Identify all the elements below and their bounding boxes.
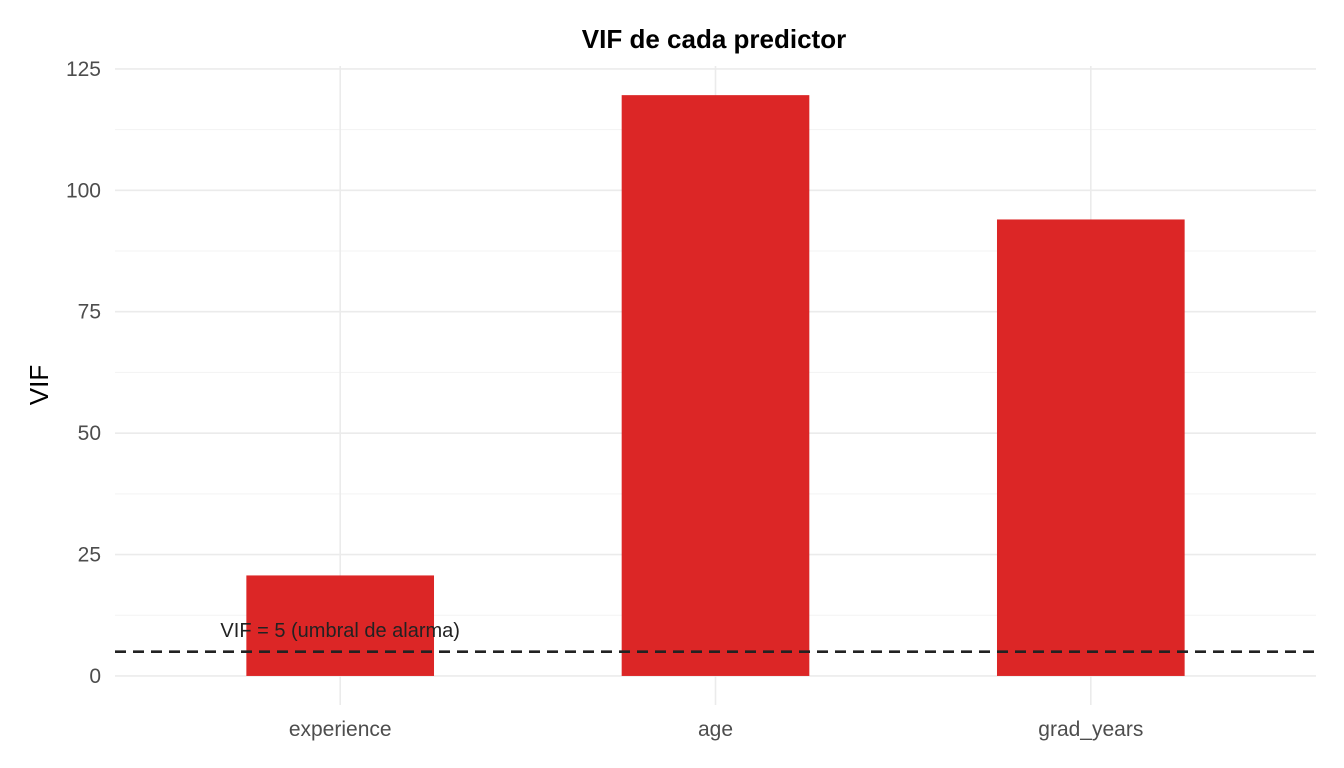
y-tick-label: 0 bbox=[89, 665, 101, 688]
y-tick-label: 75 bbox=[78, 301, 101, 324]
bar-experience bbox=[246, 575, 435, 676]
y-tick-label: 100 bbox=[66, 179, 101, 202]
bar-grad_years bbox=[996, 219, 1185, 676]
y-tick-label: 50 bbox=[78, 422, 101, 445]
x-tick-label: experience bbox=[289, 718, 392, 741]
x-tick-label: age bbox=[698, 718, 733, 741]
reference-annotation: VIF = 5 (umbral de alarma) bbox=[220, 620, 460, 642]
bar-age bbox=[621, 95, 810, 676]
y-axis-ticks: 0 25 50 75 100 125 bbox=[66, 58, 101, 688]
y-tick-label: 25 bbox=[78, 544, 101, 567]
x-tick-label: grad_years bbox=[1038, 718, 1143, 741]
x-axis-ticks: experience age grad_years bbox=[289, 718, 1144, 741]
y-axis-label: VIF bbox=[24, 365, 54, 405]
y-tick-label: 125 bbox=[66, 58, 101, 81]
bars bbox=[246, 95, 1185, 676]
chart-title: VIF de cada predictor bbox=[582, 24, 846, 54]
